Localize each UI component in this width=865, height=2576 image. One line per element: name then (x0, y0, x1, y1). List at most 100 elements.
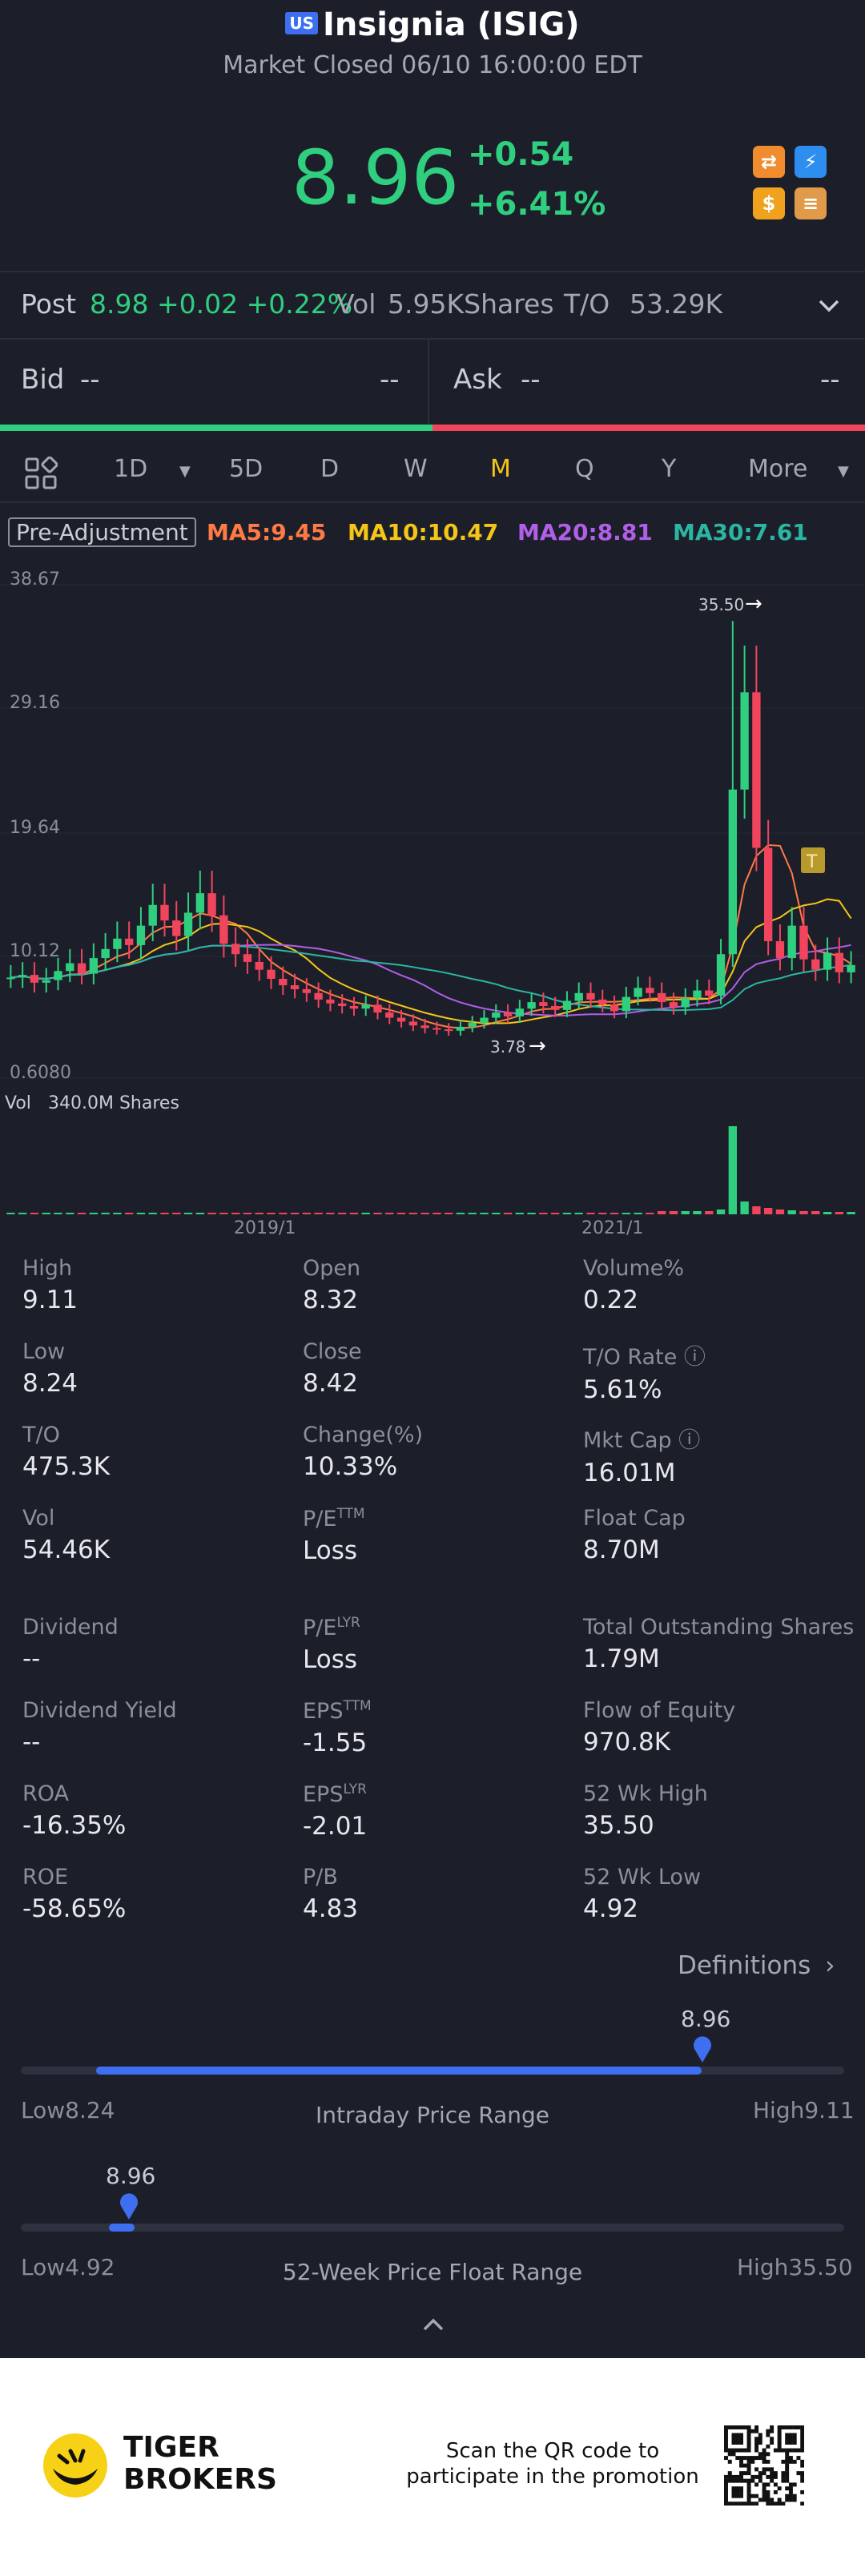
info-icon[interactable]: ⓘ (671, 1428, 701, 1453)
change-absolute: +0.54 (468, 136, 574, 173)
ma5-value: MA5:9.45 (207, 519, 327, 545)
more-caret-icon[interactable]: ▼ (838, 463, 849, 480)
candle-body (811, 959, 820, 970)
qr-module (777, 2425, 782, 2429)
qr-module (727, 2459, 732, 2464)
dollar-icon[interactable]: $ (753, 187, 785, 219)
qr-module (758, 2471, 762, 2476)
qr-module (773, 2489, 778, 2494)
price-chart[interactable]: 38.67 29.16 19.64 10.12 0.6080 35.50 → 3… (0, 561, 865, 1250)
qr-module (735, 2478, 740, 2483)
post-market-row[interactable]: Post 8.98 +0.02 +0.22% Vol 5.95KShares T… (0, 271, 865, 340)
flash-icon[interactable]: ⚡ (795, 146, 827, 178)
qr-module (777, 2429, 782, 2433)
qr-module (742, 2448, 747, 2453)
options-icon[interactable]: ⇄ (753, 146, 785, 178)
pre-adjustment-toggle[interactable]: Pre-Adjustment (8, 517, 196, 547)
tab-w[interactable]: W (404, 455, 428, 483)
qr-module (724, 2437, 728, 2441)
candle-body (835, 952, 844, 972)
qr-module (800, 2433, 804, 2437)
qr-module (746, 2425, 751, 2429)
stat-cell: 52 Wk High 35.50 (583, 1781, 708, 1840)
qr-module (750, 2478, 755, 2483)
candle-body (444, 1029, 453, 1032)
bid-size: -- (380, 364, 400, 396)
qr-module (766, 2474, 770, 2479)
stat-value: 16.01M (583, 1459, 676, 1487)
stat-cell: Low 8.24 (22, 1339, 78, 1398)
volume-bar (6, 1213, 15, 1214)
candle-body (219, 915, 228, 944)
qr-module (770, 2467, 774, 2472)
qr-module (742, 2425, 747, 2429)
candle-body (77, 963, 86, 974)
qr-module (724, 2474, 728, 2479)
chevron-down-icon[interactable] (817, 296, 841, 316)
qr-module (746, 2441, 751, 2445)
qr-module (766, 2502, 770, 2506)
volume-bar (728, 1126, 738, 1214)
tab-1d[interactable]: 1D (114, 455, 148, 483)
ma20-value: MA20:8.81 (517, 519, 653, 545)
qr-module (754, 2467, 759, 2472)
volume-bar (361, 1213, 370, 1214)
qr-module (800, 2437, 804, 2441)
tab-y[interactable]: Y (662, 455, 677, 483)
qr-module (788, 2433, 793, 2437)
qr-module (724, 2482, 728, 2487)
stat-label-text: P/E (303, 1616, 337, 1640)
stat-label: P/ELYR (303, 1615, 360, 1640)
volume-bar (195, 1213, 205, 1214)
qr-module (754, 2482, 759, 2487)
qr-module (785, 2486, 790, 2491)
stat-value: 475.3K (22, 1452, 111, 1481)
volume-bar (681, 1211, 690, 1214)
qr-module (735, 2486, 740, 2491)
tab-m[interactable]: M (490, 455, 511, 483)
stat-label-text: 52 Wk Low (583, 1865, 702, 1890)
candle-body (799, 925, 808, 960)
qr-module (792, 2433, 797, 2437)
stat-label-text: ROE (22, 1865, 69, 1890)
volume-bar (693, 1211, 702, 1214)
qr-module (770, 2502, 774, 2506)
layout-grid-icon[interactable] (24, 457, 58, 490)
definitions-link[interactable]: Definitions › (678, 1951, 835, 1980)
trade-marker-icon[interactable] (801, 847, 825, 873)
stat-label: Flow of Equity (583, 1698, 735, 1723)
stat-cell: 52 Wk Low 4.92 (583, 1865, 701, 1923)
stat-label-text: EPS (303, 1699, 344, 1724)
qr-module (739, 2474, 744, 2479)
qr-module (758, 2437, 762, 2441)
tab-more[interactable]: More (748, 455, 808, 483)
chevron-up-icon[interactable] (421, 2316, 445, 2332)
info-icon[interactable]: ⓘ (677, 1345, 706, 1370)
qr-module (746, 2429, 751, 2433)
qr-code[interactable] (724, 2425, 804, 2506)
volume-bar (610, 1213, 619, 1214)
volume-bar (646, 1213, 654, 1214)
qr-module (792, 2459, 797, 2464)
tab-1d-caret-icon[interactable]: ▼ (179, 463, 191, 480)
intraday-current: 8.96 (681, 2006, 731, 2032)
candle-body (752, 692, 761, 848)
qr-module (762, 2486, 766, 2491)
tab-5d[interactable]: 5D (229, 455, 264, 483)
change-percent: +6.41% (468, 186, 606, 223)
stack-icon[interactable]: ≡ (795, 187, 827, 219)
candlestick-chart[interactable]: 38.67 29.16 19.64 10.12 0.6080 35.50 → 3… (0, 561, 865, 1250)
stock-name: Insignia (ISIG) (323, 6, 580, 43)
volume-bar (302, 1213, 312, 1214)
volume-bar (550, 1213, 560, 1214)
qr-module (750, 2502, 755, 2506)
volume-bar (373, 1213, 382, 1214)
volume-label: Vol (5, 1093, 31, 1113)
qr-module (766, 2429, 770, 2433)
tab-q[interactable]: Q (575, 455, 594, 483)
stat-label-text: Open (303, 1256, 361, 1281)
qr-module (735, 2502, 740, 2506)
tab-d[interactable]: D (320, 455, 340, 483)
stat-cell: Mkt Cap ⓘ 16.01M (583, 1423, 700, 1487)
qr-module (731, 2478, 736, 2483)
